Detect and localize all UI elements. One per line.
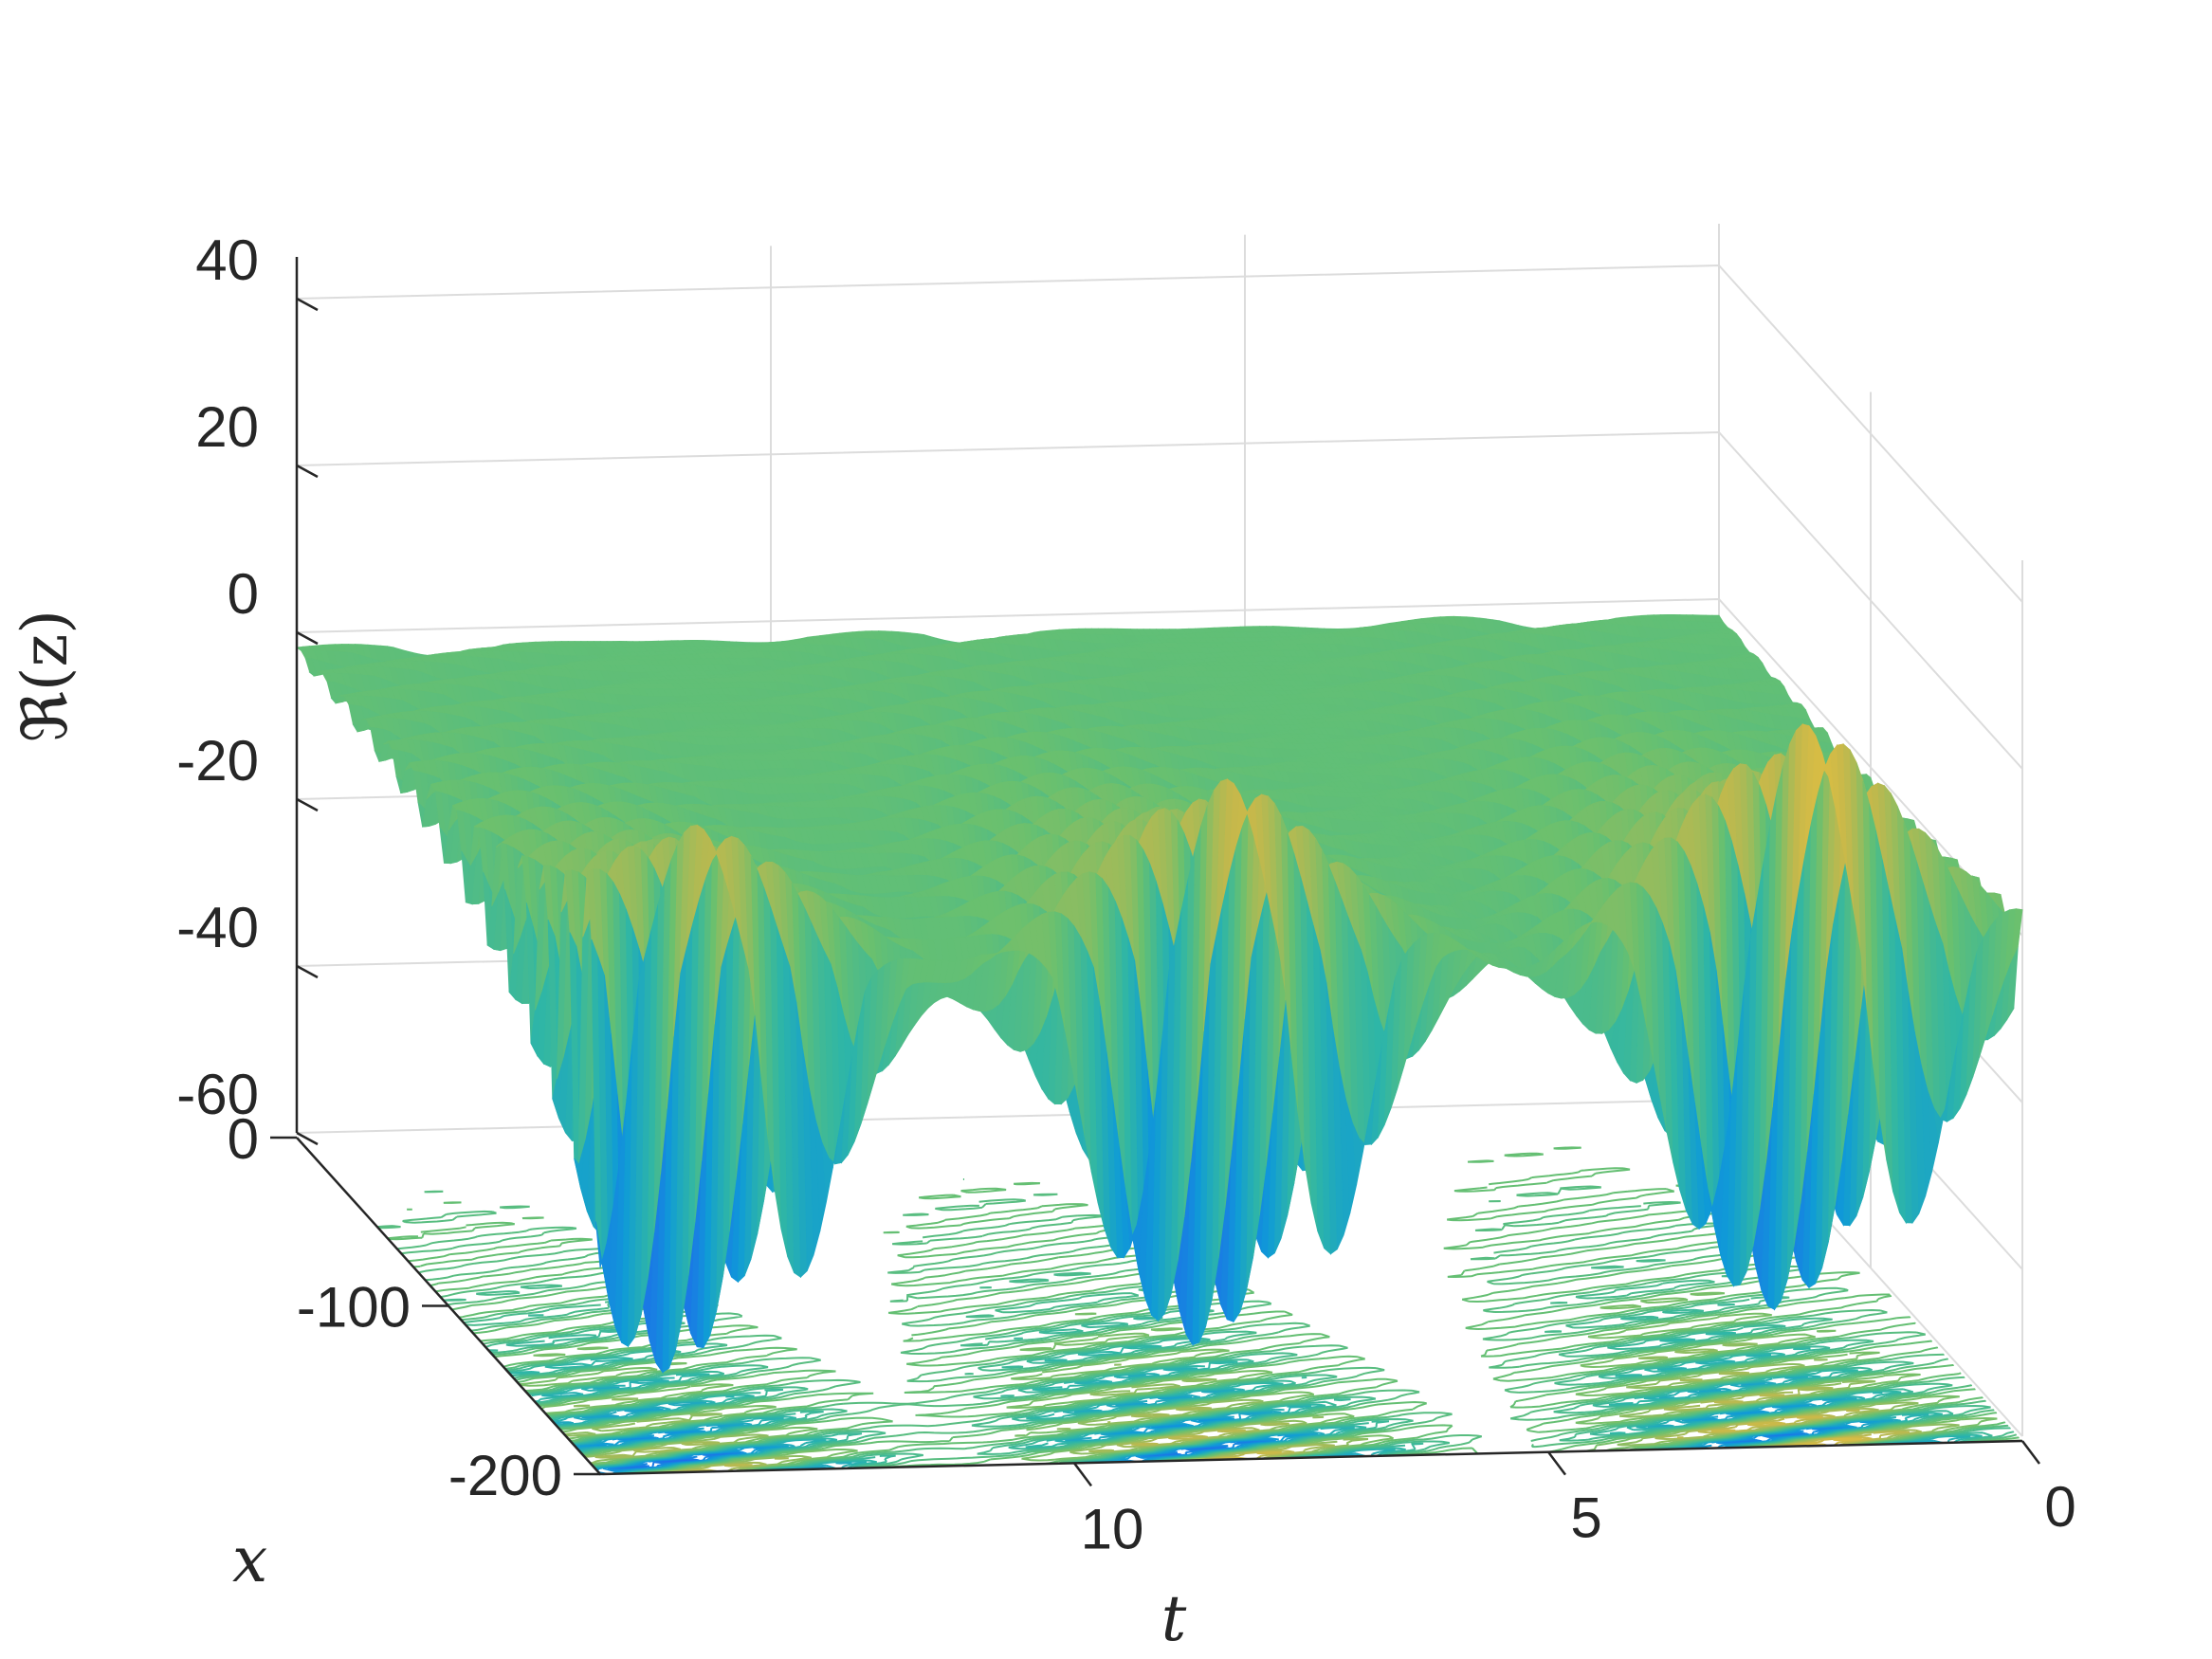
floor-contour-lines <box>376 1146 2022 1474</box>
contour-level <box>519 1291 2022 1474</box>
z-gridline <box>296 264 2023 603</box>
surface-mesh <box>295 613 2023 1374</box>
